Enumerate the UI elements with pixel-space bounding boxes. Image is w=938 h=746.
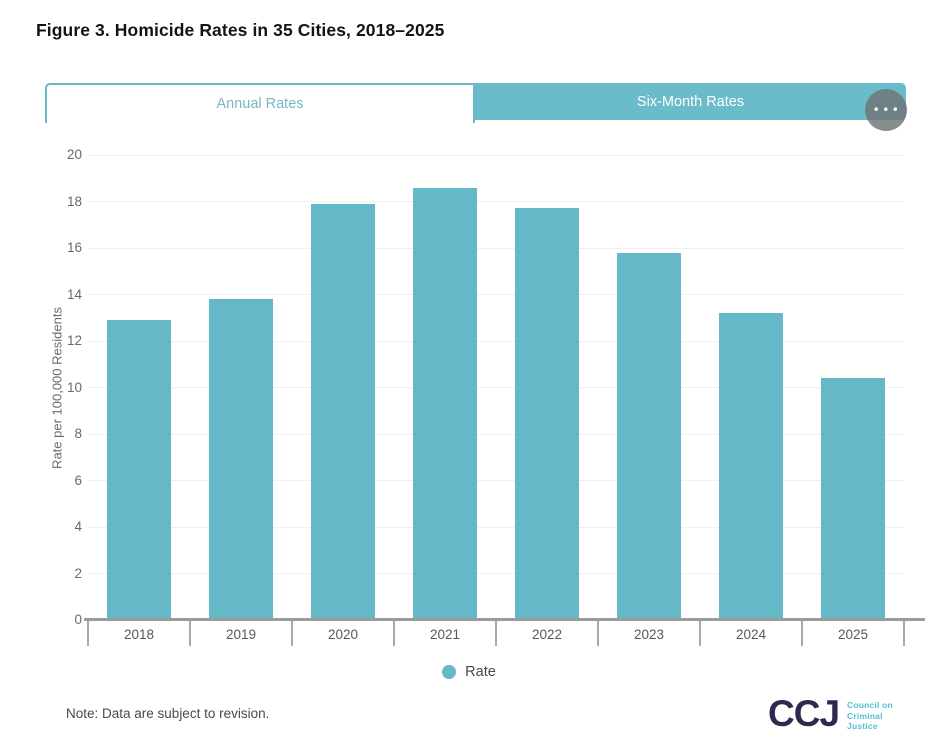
ccj-logo-text: Council on Criminal Justice	[847, 700, 893, 732]
gridline	[88, 294, 904, 295]
y-tick-label: 12	[66, 333, 82, 348]
gridline	[88, 247, 904, 249]
y-tick-label: 16	[66, 240, 82, 255]
x-tick-label: 2022	[531, 627, 563, 642]
y-tick-label: 18	[66, 193, 82, 209]
chart-options-button[interactable]: •••	[865, 89, 907, 131]
x-tick-mark	[189, 620, 191, 646]
x-tick-mark	[291, 620, 293, 646]
x-tick-label: 2023	[633, 627, 665, 642]
legend: Rate	[0, 664, 938, 680]
figure-title: Figure 3. Homicide Rates in 35 Cities, 2…	[36, 20, 445, 40]
y-tick-label: 20	[66, 147, 82, 162]
gridline	[88, 573, 904, 574]
x-tick-mark	[393, 620, 395, 646]
y-tick-label: 2	[74, 565, 82, 581]
bar-2022[interactable]	[515, 208, 579, 620]
y-tick-label: 6	[74, 472, 82, 488]
x-tick-label: 2020	[327, 627, 359, 642]
ccj-logo-wordmark: CCJ	[768, 693, 840, 734]
x-axis-line	[84, 618, 925, 621]
gridline	[88, 340, 904, 342]
tab-annual-rates-label: Annual Rates	[216, 96, 304, 112]
y-tick-label: 14	[66, 286, 82, 302]
x-tick-label: 2025	[837, 627, 869, 642]
x-tick-label: 2021	[429, 627, 461, 642]
x-tick-mark	[597, 620, 599, 646]
bar-2025[interactable]	[821, 378, 885, 620]
x-tick-mark	[699, 620, 701, 646]
ellipsis-icon: •••	[872, 103, 902, 117]
ccj-logo-line: Council on	[847, 700, 893, 710]
y-tick-label: 4	[74, 519, 82, 534]
x-tick-label: 2019	[225, 627, 257, 642]
gridline	[88, 526, 904, 528]
y-tick-label: 0	[74, 612, 82, 627]
gridline	[88, 433, 904, 435]
x-tick-label: 2024	[735, 627, 767, 642]
bar-2019[interactable]	[209, 299, 273, 620]
tab-annual-rates[interactable]: Annual Rates	[45, 83, 475, 123]
gridline	[88, 201, 904, 202]
tab-six-month-rates-label: Six-Month Rates	[636, 93, 745, 110]
note-text: Note: Data are subject to revision.	[66, 706, 270, 721]
ccj-logo-line: Justice	[847, 721, 878, 731]
bar-2020[interactable]	[311, 203, 375, 620]
y-tick-label: 8	[74, 426, 82, 441]
x-tick-mark	[495, 620, 497, 646]
bar-2023[interactable]	[617, 252, 681, 620]
bar-2018[interactable]	[107, 320, 171, 620]
bar-2024[interactable]	[719, 313, 783, 620]
ccj-logo: CCJ Council on Criminal Justice	[768, 694, 893, 734]
gridline	[88, 154, 904, 156]
gridline	[88, 480, 904, 481]
x-tick-mark	[87, 620, 89, 646]
tab-bar: Annual Rates Six-Month Rates •••	[45, 83, 907, 131]
bar-2021[interactable]	[413, 187, 477, 620]
x-tick-label: 2018	[123, 627, 155, 642]
x-tick-mark	[801, 620, 803, 646]
y-tick-label: 10	[66, 379, 82, 395]
legend-rate-label: Rate	[465, 664, 496, 680]
x-tick-mark	[903, 620, 905, 646]
tab-six-month-rates[interactable]: Six-Month Rates	[475, 83, 906, 120]
gridline	[88, 387, 904, 388]
ccj-logo-line: Criminal	[847, 710, 883, 721]
legend-rate-swatch	[442, 665, 457, 679]
